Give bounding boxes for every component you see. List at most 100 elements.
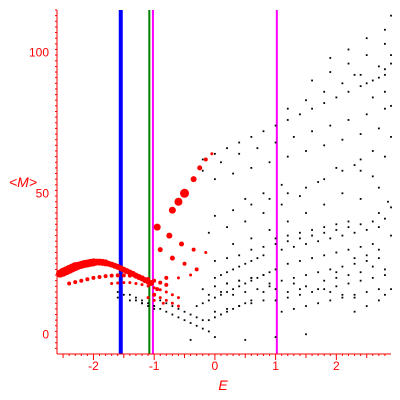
vertical-lines xyxy=(118,10,278,354)
data-point-s1-145 xyxy=(250,248,253,251)
data-point-s0-64 xyxy=(164,298,168,302)
data-point-s1-142 xyxy=(213,260,216,262)
data-point-s1-143 xyxy=(226,257,228,260)
data-point-s0-66 xyxy=(176,304,180,308)
data-point-s1-276 xyxy=(341,293,344,296)
data-point-s1-140 xyxy=(141,302,143,305)
data-point-s1-43 xyxy=(238,285,241,288)
data-point-s0-59 xyxy=(176,296,180,300)
data-point-s1-19 xyxy=(189,313,192,316)
x-tick-label-2: 2 xyxy=(333,359,340,373)
data-point-s1-156 xyxy=(384,217,386,220)
x-tick-label-1: 1 xyxy=(272,359,279,373)
data-point-s1-170 xyxy=(268,198,271,200)
data-point-s1-171 xyxy=(286,192,289,195)
data-point-s1-126 xyxy=(384,268,386,271)
data-point-s1-153 xyxy=(347,226,350,229)
data-point-s0-75 xyxy=(210,152,214,156)
data-point-s1-195 xyxy=(341,192,344,195)
data-point-s1-213 xyxy=(384,73,386,76)
data-point-s0-49 xyxy=(116,281,120,285)
data-point-s1-104 xyxy=(359,245,362,248)
data-point-s0-86 xyxy=(176,276,180,280)
data-point-s1-2 xyxy=(141,299,143,302)
data-point-s0-42 xyxy=(133,274,138,279)
data-point-s1-268 xyxy=(213,336,216,338)
data-point-s1-182 xyxy=(280,203,283,206)
data-point-s0-37 xyxy=(103,274,108,279)
data-point-s1-199 xyxy=(213,152,216,155)
data-point-s0-76 xyxy=(153,223,161,231)
data-point-s1-52 xyxy=(226,271,228,274)
data-point-s1-28 xyxy=(244,302,247,305)
data-point-s1-202 xyxy=(250,135,253,138)
data-point-s1-160 xyxy=(238,279,241,282)
data-point-s1-260 xyxy=(359,158,362,161)
data-point-s0-47 xyxy=(164,282,169,287)
data-point-s1-248 xyxy=(347,48,350,51)
data-point-s1-181 xyxy=(262,212,265,214)
data-point-s1-97 xyxy=(377,288,380,291)
data-point-s1-220 xyxy=(311,130,313,133)
data-point-s0-82 xyxy=(169,255,175,261)
data-point-s0-83 xyxy=(182,261,187,266)
data-point-s0-74 xyxy=(203,157,208,162)
data-point-s1-148 xyxy=(286,240,289,243)
data-point-s1-20 xyxy=(195,316,198,319)
data-point-s1-44 xyxy=(244,282,247,285)
data-point-s1-50 xyxy=(213,276,216,279)
data-point-s1-224 xyxy=(384,107,386,110)
data-point-s1-236 xyxy=(305,99,307,102)
data-point-s1-91 xyxy=(305,305,307,307)
data-point-s1-11 xyxy=(195,324,198,327)
data-point-s1-193 xyxy=(305,212,307,214)
data-point-s1-155 xyxy=(371,220,374,223)
data-point-s0-38 xyxy=(109,273,114,278)
data-point-s1-48 xyxy=(268,271,271,274)
data-point-s1-188 xyxy=(387,200,389,203)
data-point-s1-35 xyxy=(122,293,125,296)
data-point-s1-201 xyxy=(238,141,241,144)
data-point-s1-106 xyxy=(280,248,283,251)
data-point-s1-96 xyxy=(365,291,368,293)
data-point-s0-57 xyxy=(164,290,168,294)
data-point-s1-198 xyxy=(201,158,204,161)
data-point-s1-274 xyxy=(317,288,320,291)
data-point-s1-247 xyxy=(329,57,332,59)
data-point-s1-244 xyxy=(347,62,350,65)
data-point-s1-168 xyxy=(232,209,235,212)
data-point-s1-228 xyxy=(268,161,271,164)
data-point-s1-277 xyxy=(353,296,356,299)
data-point-s1-255 xyxy=(384,68,386,71)
data-point-s1-109 xyxy=(317,240,320,243)
data-point-s1-179 xyxy=(226,226,228,229)
data-point-s1-112 xyxy=(353,231,356,234)
data-point-s1-256 xyxy=(390,62,392,65)
x-axis-label: E xyxy=(218,377,228,393)
data-point-s1-118 xyxy=(311,229,313,231)
data-point-s1-227 xyxy=(250,167,253,169)
data-point-s1-66 xyxy=(244,291,247,293)
data-point-s1-212 xyxy=(371,79,374,82)
data-point-s1-64 xyxy=(220,291,222,293)
data-point-s1-29 xyxy=(250,299,253,302)
data-point-s1-76 xyxy=(353,262,356,265)
data-point-s1-165 xyxy=(250,302,253,305)
data-point-s1-211 xyxy=(359,85,362,88)
data-point-s1-219 xyxy=(292,135,295,138)
data-point-s0-84 xyxy=(194,267,199,272)
data-point-s1-3 xyxy=(147,302,149,305)
data-point-s1-187 xyxy=(371,175,374,178)
data-point-s1-196 xyxy=(359,198,362,200)
data-point-s1-90 xyxy=(292,307,295,310)
data-point-s1-54 xyxy=(238,265,241,268)
data-point-s1-243 xyxy=(329,71,332,73)
data-point-s1-41 xyxy=(226,291,228,293)
data-point-s1-221 xyxy=(329,124,332,127)
data-point-s1-167 xyxy=(213,214,216,217)
data-point-s0-45 xyxy=(152,278,157,283)
data-point-s1-216 xyxy=(238,152,241,155)
data-point-s1-237 xyxy=(323,90,326,93)
data-point-s1-261 xyxy=(371,150,374,152)
data-point-s1-159 xyxy=(226,282,228,285)
